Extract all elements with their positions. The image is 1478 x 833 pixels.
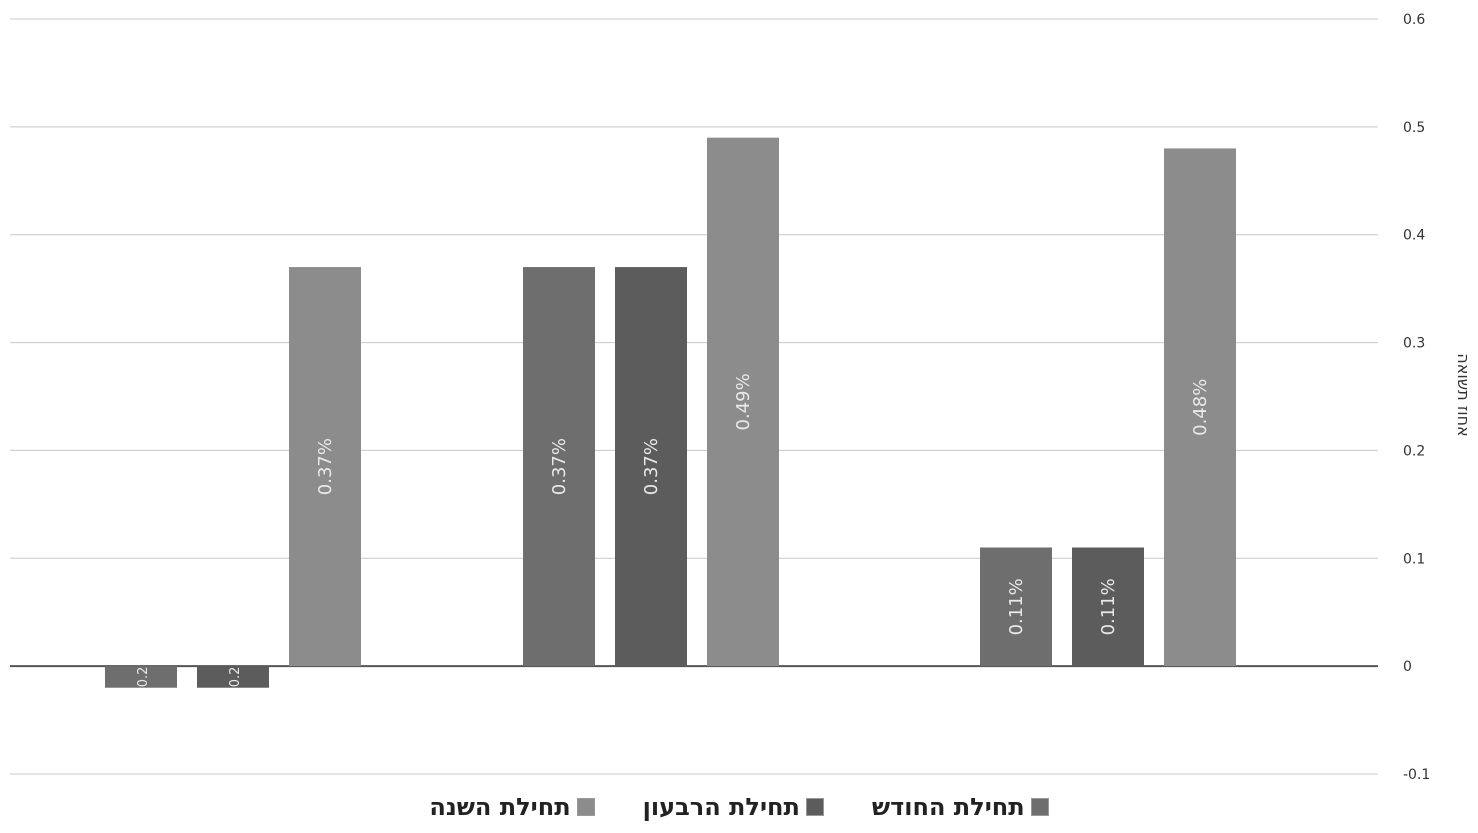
- legend-swatch: [1030, 798, 1049, 816]
- y-tick-label: 0.1: [1403, 551, 1425, 567]
- data-label: 0.11%: [1006, 578, 1027, 635]
- data-label: 0.48%: [1190, 379, 1211, 436]
- y-tick-label: 0.5: [1403, 120, 1425, 136]
- bar[interactable]: [1164, 148, 1236, 667]
- legend-item-month[interactable]: תחילת החודש: [872, 793, 1049, 821]
- legend-label: תחילת הרבעון: [642, 793, 800, 821]
- legend-swatch: [576, 798, 595, 816]
- y-tick-label: 0.4: [1403, 228, 1425, 244]
- legend: תחילת החודש תחילת הרבעון תחילת השנה: [0, 793, 1478, 821]
- bar[interactable]: [1072, 547, 1144, 667]
- bar[interactable]: [289, 267, 361, 667]
- data-label: 0.37%: [549, 438, 570, 495]
- y-tick-label: 0.2: [1403, 443, 1425, 459]
- bar[interactable]: [197, 666, 269, 688]
- bar[interactable]: [523, 267, 595, 667]
- data-label: 0.37%: [315, 438, 336, 495]
- y-axis-label: אחוז תשואה: [1454, 353, 1473, 437]
- data-label: 0.37%: [641, 438, 662, 495]
- bar[interactable]: [105, 666, 177, 688]
- data-label: 0.49%: [733, 373, 754, 430]
- legend-label: תחילת החודש: [871, 793, 1025, 821]
- y-tick-label: -0.1: [1403, 767, 1430, 783]
- y-tick-label: 0.3: [1403, 336, 1425, 352]
- data-label: 0.2: [136, 667, 151, 688]
- y-tick-label: 0: [1403, 659, 1412, 675]
- bar[interactable]: [615, 267, 687, 667]
- legend-item-year[interactable]: תחילת השנה: [429, 793, 595, 821]
- y-tick-label: 0.6: [1403, 12, 1425, 28]
- bar[interactable]: [980, 547, 1052, 667]
- bar[interactable]: [707, 137, 779, 667]
- legend-item-quarter[interactable]: תחילת הרבעון: [643, 793, 824, 821]
- legend-label: תחילת השנה: [429, 793, 571, 821]
- data-label: 0.11%: [1098, 578, 1119, 635]
- data-label: 0.2: [228, 667, 243, 688]
- legend-swatch: [805, 798, 824, 816]
